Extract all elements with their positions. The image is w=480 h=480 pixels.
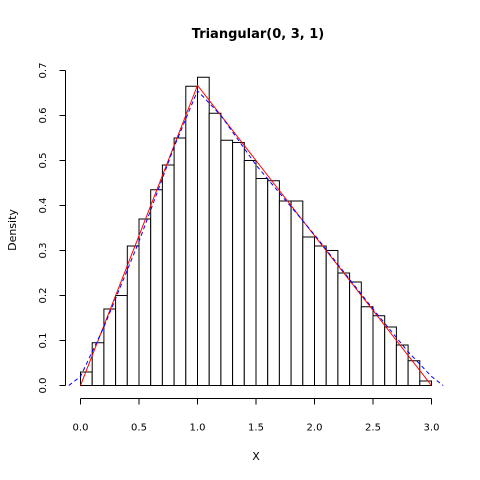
histogram-bar [267,180,280,386]
x-tick-label: 3.0 [424,423,440,434]
histogram-bar [220,139,234,386]
y-tick-label: 0.3 [38,243,49,259]
histogram-bar [278,200,292,386]
y-tick-label: 0.2 [38,288,49,304]
histogram-bar [243,160,257,386]
histogram-bar [337,272,351,386]
x-tick-label: 1.5 [248,423,264,434]
histogram-bar [349,281,362,386]
curves-group [68,84,444,386]
x-axis-label: X [252,450,260,463]
y-tick-label: 0.1 [38,333,49,349]
histogram-bar [150,189,163,386]
histogram-bar [138,218,152,386]
y-axis-label: Density [6,209,19,251]
histogram-bar [80,371,93,386]
histogram-bar [232,142,245,386]
y-tick-label: 0.6 [38,108,49,124]
histogram-bar [419,380,432,386]
chart-title: Triangular(0, 3, 1) [192,27,324,42]
y-tick-label: 0.5 [38,153,49,169]
histogram-bar [208,112,222,386]
histogram-bar [395,344,409,386]
histogram-bar [185,85,199,386]
bars-group [80,76,432,386]
histogram-bar [115,295,128,386]
histogram-bar [197,76,210,386]
y-tick-label: 0.0 [38,378,49,394]
axes-group: 0.0 0.5 1.0 1.5 2.0 2.5 3.0 0.0 0.1 0.2 0.3 0.4 0.5 0… [38,63,439,434]
histogram-bar [302,236,315,386]
x-tick-label: 0.5 [131,423,147,434]
histogram-bar [161,164,175,386]
histogram-bar [314,245,327,386]
x-tick-label: 0.0 [73,423,89,434]
histogram-bar [290,200,304,386]
x-tick-label: 1.0 [190,423,206,434]
histogram-bar [407,360,421,386]
y-tick-label: 0.7 [38,63,49,79]
theoretical-density-line [80,84,432,386]
x-tick-label: 2.5 [365,423,381,434]
x-tick-label: 2.0 [307,423,323,434]
histogram-bar [325,250,339,386]
histogram-bar [360,306,374,386]
y-tick-label: 0.4 [38,198,49,214]
kernel-density-line [68,89,444,386]
histogram-bar [173,137,187,386]
histogram-bar [372,315,386,386]
histogram-bar [255,178,269,386]
